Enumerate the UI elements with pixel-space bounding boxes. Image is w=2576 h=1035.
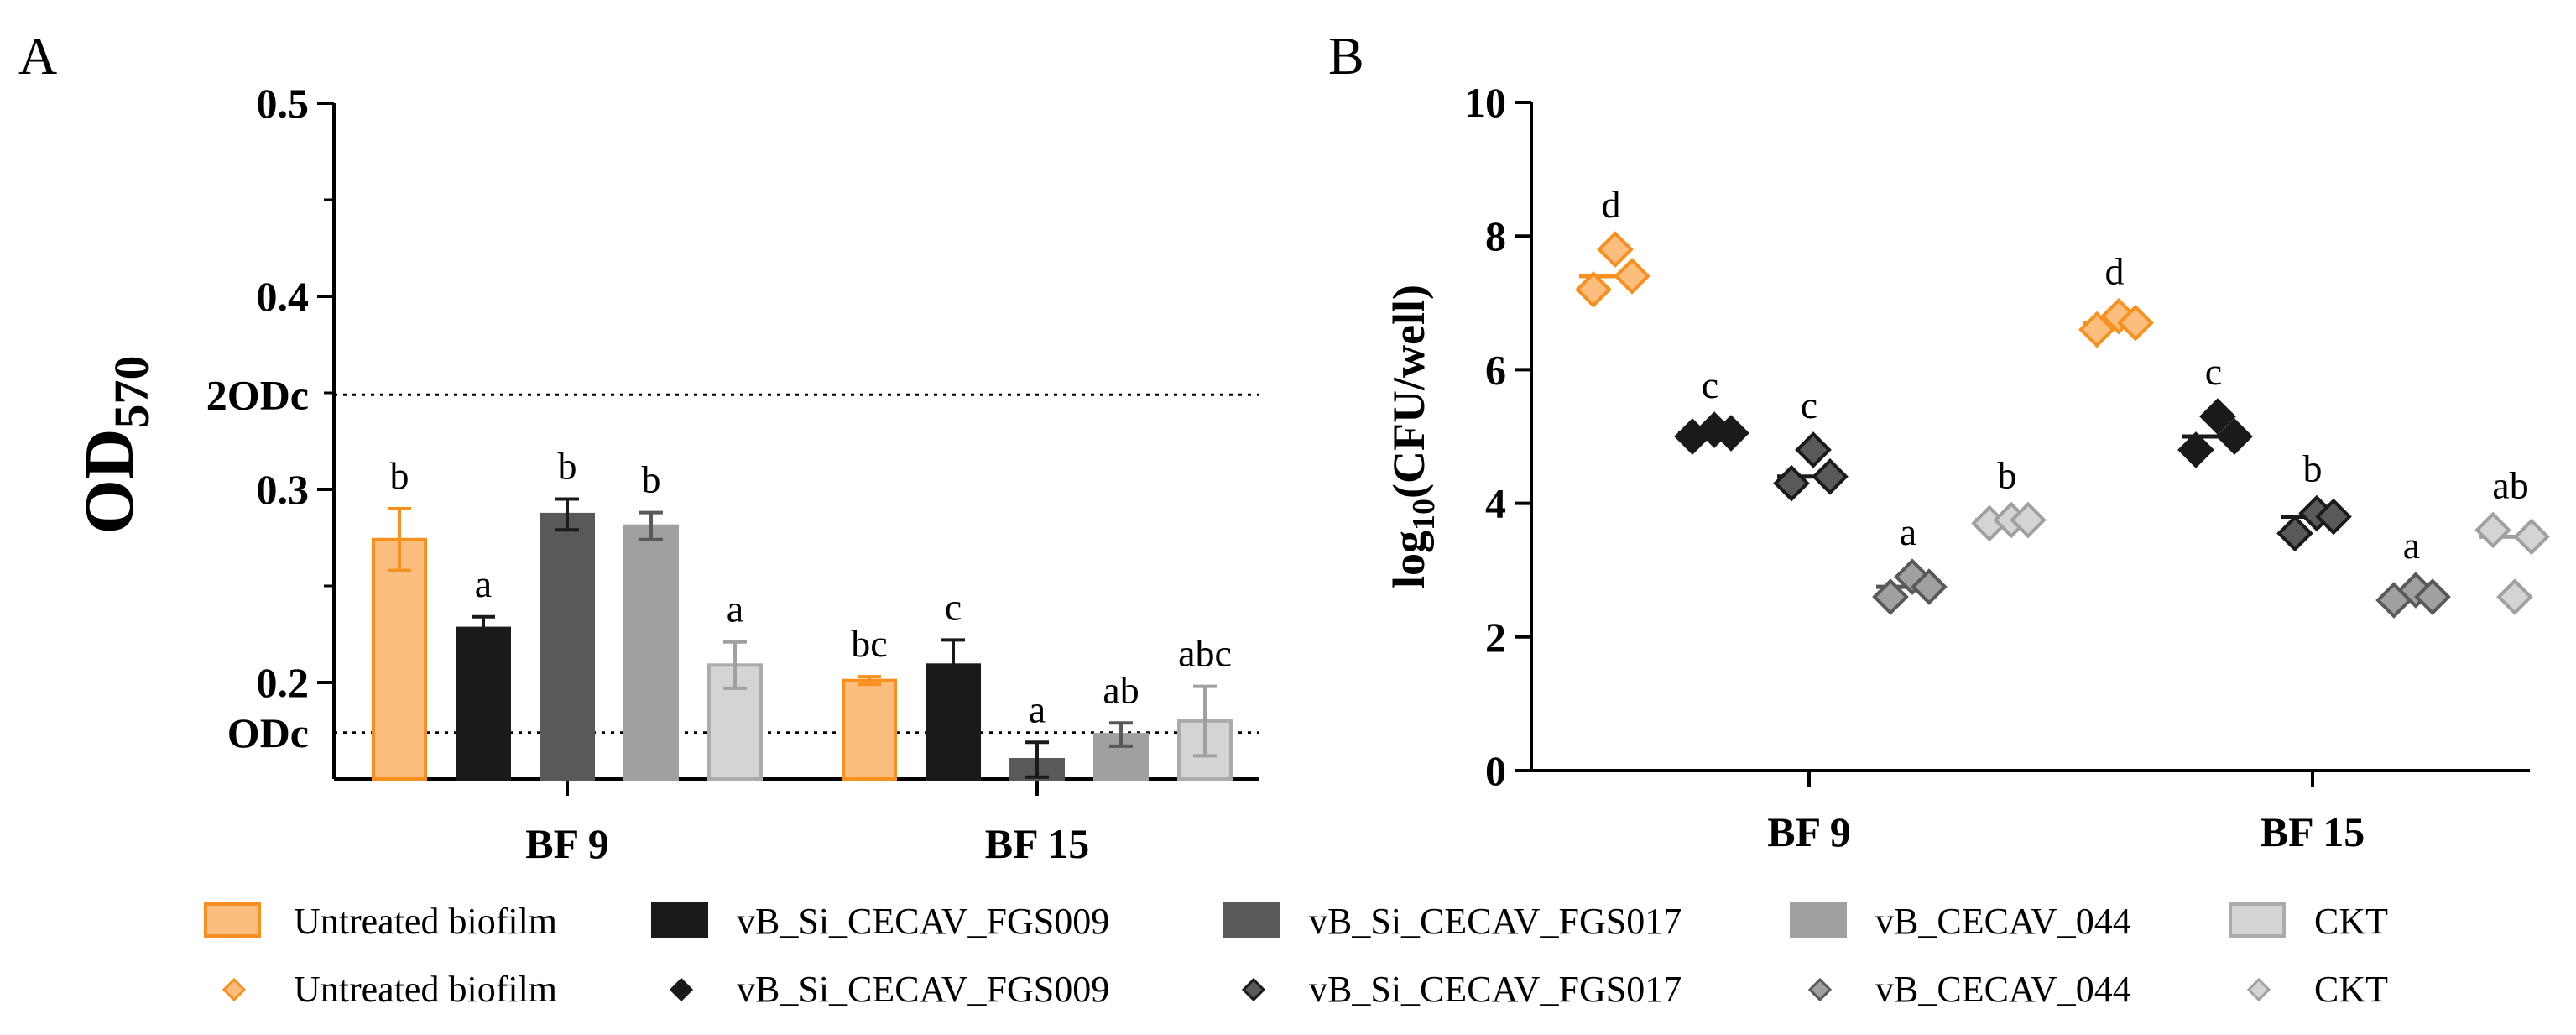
- significance-letter: a: [727, 588, 743, 630]
- y-tick-label: 0.3: [257, 466, 310, 513]
- legend-swatch-untreated-biofilm: [204, 902, 261, 938]
- y-axis-title: log10(CFU/well): [1384, 285, 1442, 588]
- x-category-label: BF 9: [1767, 808, 1851, 855]
- legend-marker-vb-si-cecav-fgs017: [1241, 977, 1266, 1002]
- significance-letter: bc: [851, 622, 887, 665]
- data-point: [1614, 258, 1650, 295]
- y-tick-label: 0.4: [257, 273, 310, 320]
- legend-marker-vb-cecav-044: [1807, 977, 1833, 1002]
- y-tick-label: 0: [1485, 747, 1506, 794]
- legend-label-untreated-biofilm: Untreated biofilm: [294, 901, 557, 942]
- significance-letter: d: [1602, 183, 1621, 226]
- legend-marker-ckt: [2246, 977, 2271, 1002]
- significance-letter: c: [2205, 350, 2222, 393]
- y-tick-label: 10: [1464, 79, 1506, 126]
- significance-letter: a: [1029, 687, 1046, 730]
- y-tick-label: 2: [1485, 614, 1506, 661]
- legend-marker-untreated-biofilm: [222, 977, 247, 1002]
- bar: [456, 626, 511, 781]
- legend-label-ckt: CKT: [2314, 901, 2388, 942]
- legend-marker-label-vb-cecav-044: vB_CECAV_044: [1875, 969, 2131, 1010]
- data-point: [1575, 271, 1612, 308]
- y-axis-title: OD570: [70, 356, 159, 535]
- significance-letter: c: [945, 585, 962, 628]
- data-point: [1812, 457, 1849, 495]
- reference-label-2odc: 2ODc: [206, 371, 309, 418]
- bar: [842, 678, 897, 781]
- legend-marker-label-untreated-biofilm: Untreated biofilm: [294, 969, 557, 1010]
- bar: [623, 524, 679, 781]
- data-point: [2117, 304, 2154, 342]
- bar: [372, 537, 427, 781]
- data-point: [2199, 398, 2236, 435]
- y-tick-label: 0.2: [257, 659, 310, 706]
- data-point: [2414, 578, 2451, 615]
- data-point: [1597, 231, 1634, 268]
- legend-swatch-ckt: [2229, 902, 2286, 938]
- significance-letter: a: [475, 562, 492, 605]
- data-point: [2078, 311, 2115, 348]
- legend-marker-label-ckt: CKT: [2314, 969, 2388, 1010]
- legend-marker-label-vb-si-cecav-fgs017: vB_Si_CECAV_FGS017: [1309, 969, 1682, 1010]
- legend-label-vb-si-cecav-fgs017: vB_Si_CECAV_FGS017: [1309, 901, 1682, 942]
- bar: [540, 512, 595, 781]
- data-point: [2513, 518, 2550, 556]
- legend: Untreated biofilm vB_Si_CECAV_FGS009 vB_Si…: [204, 901, 2388, 1010]
- y-tick-label: 0.5: [257, 80, 310, 127]
- y-tick-label: 4: [1485, 480, 1506, 527]
- data-point: [2496, 578, 2533, 615]
- significance-letter: b: [2303, 447, 2323, 490]
- data-point: [1911, 568, 1948, 605]
- legend-marker-label-vb-si-cecav-fgs009: vB_Si_CECAV_FGS009: [737, 969, 1109, 1010]
- significance-letter: b: [390, 454, 409, 497]
- x-category-label: BF 15: [985, 820, 1090, 867]
- significance-letter: d: [2105, 250, 2125, 293]
- data-point: [2177, 431, 2214, 468]
- significance-letter: a: [2403, 524, 2420, 567]
- data-point: [1713, 415, 1749, 452]
- significance-letter: a: [1900, 510, 1916, 553]
- legend-swatch-vb-cecav-044: [1790, 902, 1847, 938]
- significance-letter: b: [1998, 454, 2017, 497]
- legend-swatch-vb-si-cecav-fgs009: [651, 902, 708, 938]
- reference-label-odc: ODc: [227, 709, 309, 756]
- significance-letter: c: [1801, 384, 1817, 426]
- data-point: [2315, 498, 2352, 536]
- significance-letter: ab: [2492, 463, 2528, 506]
- panel-label-a: A: [18, 26, 57, 86]
- data-point: [2010, 501, 2047, 539]
- significance-letter: ab: [1103, 668, 1139, 711]
- x-category-label: BF 9: [525, 820, 609, 867]
- bar: [707, 663, 763, 781]
- data-point: [2474, 511, 2511, 549]
- significance-letter: b: [642, 458, 661, 501]
- data-point: [2276, 515, 2313, 552]
- legend-label-vb-cecav-044: vB_CECAV_044: [1875, 901, 2131, 942]
- y-tick-label: 6: [1485, 346, 1506, 393]
- legend-label-vb-si-cecav-fgs009: vB_Si_CECAV_FGS009: [737, 901, 1109, 942]
- legend-swatch-vb-si-cecav-fgs017: [1223, 902, 1280, 938]
- significance-letter: c: [1702, 363, 1718, 406]
- significance-letter: abc: [1178, 632, 1232, 675]
- significance-letter: b: [558, 445, 577, 488]
- x-category-label: BF 15: [2261, 808, 2365, 855]
- data-point: [2216, 418, 2253, 455]
- data-point: [1795, 431, 1832, 468]
- legend-marker-vb-si-cecav-fgs009: [669, 977, 694, 1002]
- y-tick-label: 8: [1485, 212, 1506, 259]
- data-point: [1773, 464, 1810, 502]
- data-point: [1872, 578, 1909, 615]
- panel-label-b: B: [1328, 26, 1364, 86]
